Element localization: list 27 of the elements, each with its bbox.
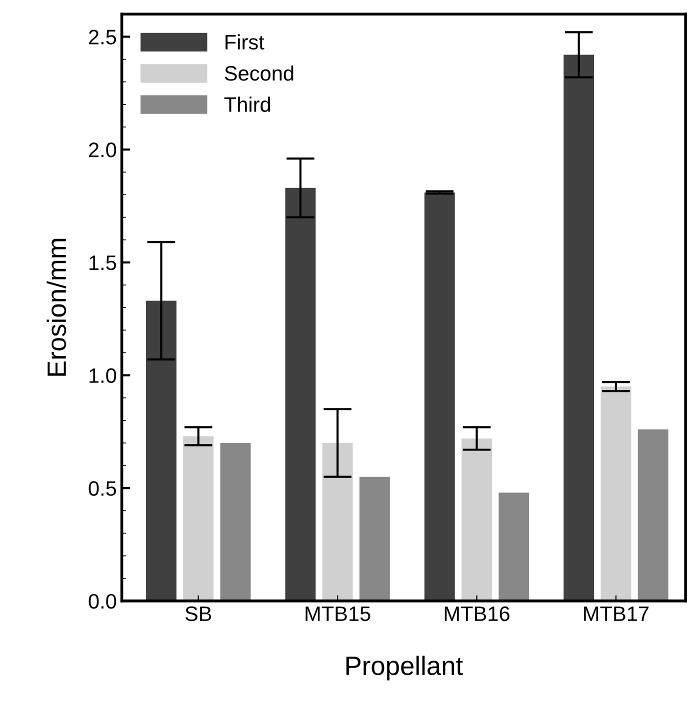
bar (638, 429, 668, 601)
y-tick-label: 0.0 (88, 594, 116, 609)
bar (462, 438, 492, 601)
bar (146, 300, 176, 601)
bar (498, 492, 530, 601)
legend-label: First (226, 34, 264, 50)
y-tick-label: 1.5 (90, 256, 116, 270)
bar (183, 436, 214, 601)
x-tick-label: MTB15 (306, 606, 370, 622)
bar (285, 188, 316, 601)
y-tick-label: 2.5 (89, 30, 116, 44)
x-tick-label: MTB17 (584, 606, 648, 621)
y-tick-label: 2.0 (89, 142, 116, 158)
bar (600, 386, 632, 601)
bar (424, 192, 455, 601)
y-tick-label: 1.0 (90, 368, 116, 384)
x-tick-label: SB (185, 606, 212, 622)
y-axis-title: Erosion/mm (46, 238, 66, 376)
y-tick-label: 0.5 (88, 481, 116, 496)
x-tick-label: MTB16 (444, 606, 510, 622)
x-axis-title: Propellant (346, 656, 463, 680)
bar (359, 476, 390, 601)
bar (322, 442, 353, 601)
legend-label: Second (224, 65, 294, 81)
bar (220, 442, 251, 601)
bar (564, 54, 594, 601)
legend-label: Third (224, 96, 270, 112)
